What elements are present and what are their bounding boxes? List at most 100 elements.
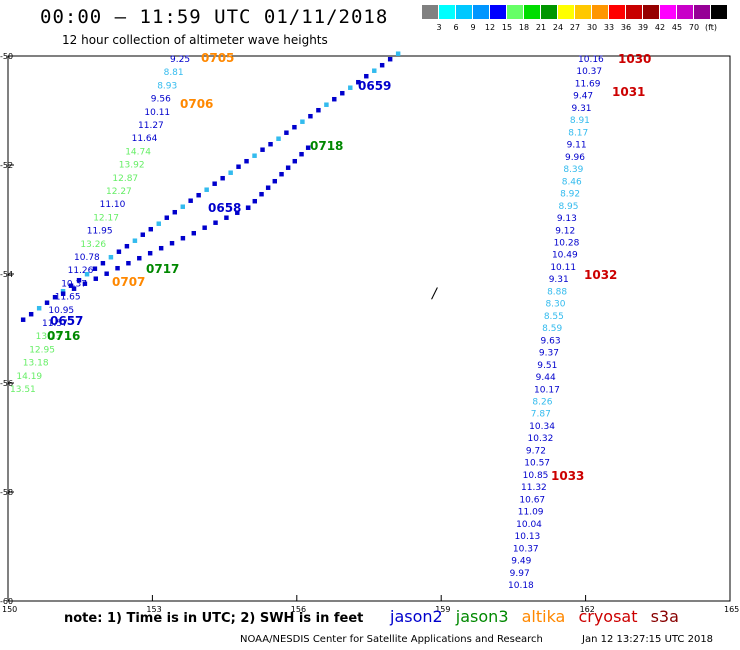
track-mark: ▪ bbox=[347, 83, 353, 93]
scale-label: 36 bbox=[620, 23, 632, 32]
track-mark: ▪ bbox=[265, 183, 271, 193]
scale-label: 3 bbox=[436, 23, 442, 32]
track-mark: ▪ bbox=[116, 247, 122, 257]
lat-tick-label: -50 bbox=[0, 52, 13, 61]
swh-value: 12.27 bbox=[106, 187, 132, 197]
swh-value: 11.65 bbox=[55, 293, 81, 303]
swh-value: 11.09 bbox=[518, 508, 544, 518]
swh-value: 9.47 bbox=[573, 92, 593, 102]
legend-s3a: s3a bbox=[650, 607, 679, 626]
track-mark: ▪ bbox=[44, 298, 50, 308]
swh-value: 11.64 bbox=[132, 134, 158, 144]
swh-value: 10.13 bbox=[515, 532, 541, 542]
track-mark: ▪ bbox=[52, 292, 58, 302]
lon-tick-label: 156 bbox=[291, 605, 306, 614]
swh-value: 9.37 bbox=[539, 349, 559, 359]
swh-value: 9.51 bbox=[537, 361, 557, 371]
swh-value: 8.30 bbox=[545, 300, 565, 310]
swh-value: 9.31 bbox=[549, 275, 569, 285]
track-mark: ▪ bbox=[180, 233, 186, 243]
lon-tick-label: 150 bbox=[2, 605, 17, 614]
scale-swatch bbox=[422, 5, 438, 19]
scale-swatch bbox=[660, 5, 676, 19]
pass-time-label: 1033 bbox=[551, 469, 584, 483]
swh-value: 11.26 bbox=[68, 266, 94, 276]
pass-time-label: 0717 bbox=[146, 262, 179, 276]
swh-value: 12.17 bbox=[93, 213, 119, 223]
scale-swatch bbox=[711, 5, 727, 19]
swh-value: 9.49 bbox=[511, 557, 531, 567]
pass-time-label: 0705 bbox=[201, 51, 234, 65]
coastline-mark: / bbox=[430, 286, 438, 302]
scale-swatch bbox=[592, 5, 608, 19]
swh-value: 10.37 bbox=[513, 544, 539, 554]
track-mark: ▪ bbox=[223, 213, 229, 223]
legend-jason2: jason2 bbox=[390, 607, 443, 626]
map-grid bbox=[7, 55, 731, 602]
track-mark: ▪ bbox=[212, 218, 218, 228]
swh-value: 10.67 bbox=[519, 495, 545, 505]
scale-swatch bbox=[643, 5, 659, 19]
track-mark: ▪ bbox=[227, 168, 233, 178]
swh-value: 8.26 bbox=[532, 398, 552, 408]
legend-jason3: jason3 bbox=[455, 607, 509, 626]
swh-value: 8.17 bbox=[568, 128, 588, 138]
track-mark: ▪ bbox=[339, 89, 345, 99]
swh-value: 9.72 bbox=[526, 446, 546, 456]
timestamp: Jan 12 13:27:15 UTC 2018 bbox=[582, 634, 714, 645]
track-mark: ▪ bbox=[188, 196, 194, 206]
track-mark: ▪ bbox=[204, 185, 210, 195]
track-mark: ▪ bbox=[258, 190, 264, 200]
scale-swatch bbox=[507, 5, 523, 19]
swh-value: 10.85 bbox=[523, 471, 549, 481]
track-mark: ▪ bbox=[84, 270, 90, 280]
swh-value: 9.13 bbox=[557, 214, 577, 224]
swh-value: 9.63 bbox=[541, 336, 561, 346]
swh-value: 9.11 bbox=[567, 141, 587, 151]
track-mark: ▪ bbox=[169, 238, 175, 248]
map-title: 00:00 – 11:59 UTC 01/11/2018 bbox=[40, 6, 389, 28]
track-mark: ▪ bbox=[355, 77, 361, 87]
scale-swatch bbox=[609, 5, 625, 19]
track-mark: ▪ bbox=[245, 203, 251, 213]
swh-value: 13.23 bbox=[36, 332, 62, 342]
track-mark: ▪ bbox=[124, 241, 130, 251]
swh-value: 10.04 bbox=[516, 520, 542, 530]
swh-value: 10.17 bbox=[534, 385, 560, 395]
track-mark: ▪ bbox=[234, 208, 240, 218]
swh-value: 10.32 bbox=[528, 434, 554, 444]
scale-swatch bbox=[694, 5, 710, 19]
track-mark: ▪ bbox=[60, 287, 66, 297]
track-mark: ▪ bbox=[82, 279, 88, 289]
track-mark: ▪ bbox=[331, 94, 337, 104]
swh-value: 13.18 bbox=[23, 359, 49, 369]
track-mark: ▪ bbox=[108, 253, 114, 263]
swh-value: 11.95 bbox=[87, 227, 113, 237]
lat-tick-label: -54 bbox=[0, 270, 13, 279]
track-mark: ▪ bbox=[387, 55, 393, 65]
track-mark: ▪ bbox=[100, 258, 106, 268]
track-mark: ▪ bbox=[252, 196, 258, 206]
scale-swatch bbox=[541, 5, 557, 19]
swh-value: 10.18 bbox=[508, 581, 534, 591]
track-mark: ▪ bbox=[285, 163, 291, 173]
lon-tick-label: 162 bbox=[580, 605, 595, 614]
swh-value: 10.95 bbox=[48, 306, 74, 316]
swh-value: 10.78 bbox=[74, 253, 100, 263]
track-mark: ▪ bbox=[114, 264, 120, 274]
scale-swatch bbox=[677, 5, 693, 19]
footer-note: note: 1) Time is in UTC; 2) SWH is in fe… bbox=[64, 611, 364, 626]
pass-time-label: 0659 bbox=[358, 79, 391, 93]
legend-altika: altika bbox=[521, 607, 566, 626]
track-mark: ▪ bbox=[292, 156, 298, 166]
swh-value: 12.87 bbox=[112, 174, 138, 184]
swh-value: 9.25 bbox=[170, 55, 190, 65]
pass-time-label: 0658 bbox=[208, 201, 241, 215]
track-mark: ▪ bbox=[125, 259, 131, 269]
scale-label: 42 bbox=[654, 23, 666, 32]
swh-value: 8.91 bbox=[570, 116, 590, 126]
track-mark: ▪ bbox=[283, 128, 289, 138]
scale-swatch bbox=[473, 5, 489, 19]
